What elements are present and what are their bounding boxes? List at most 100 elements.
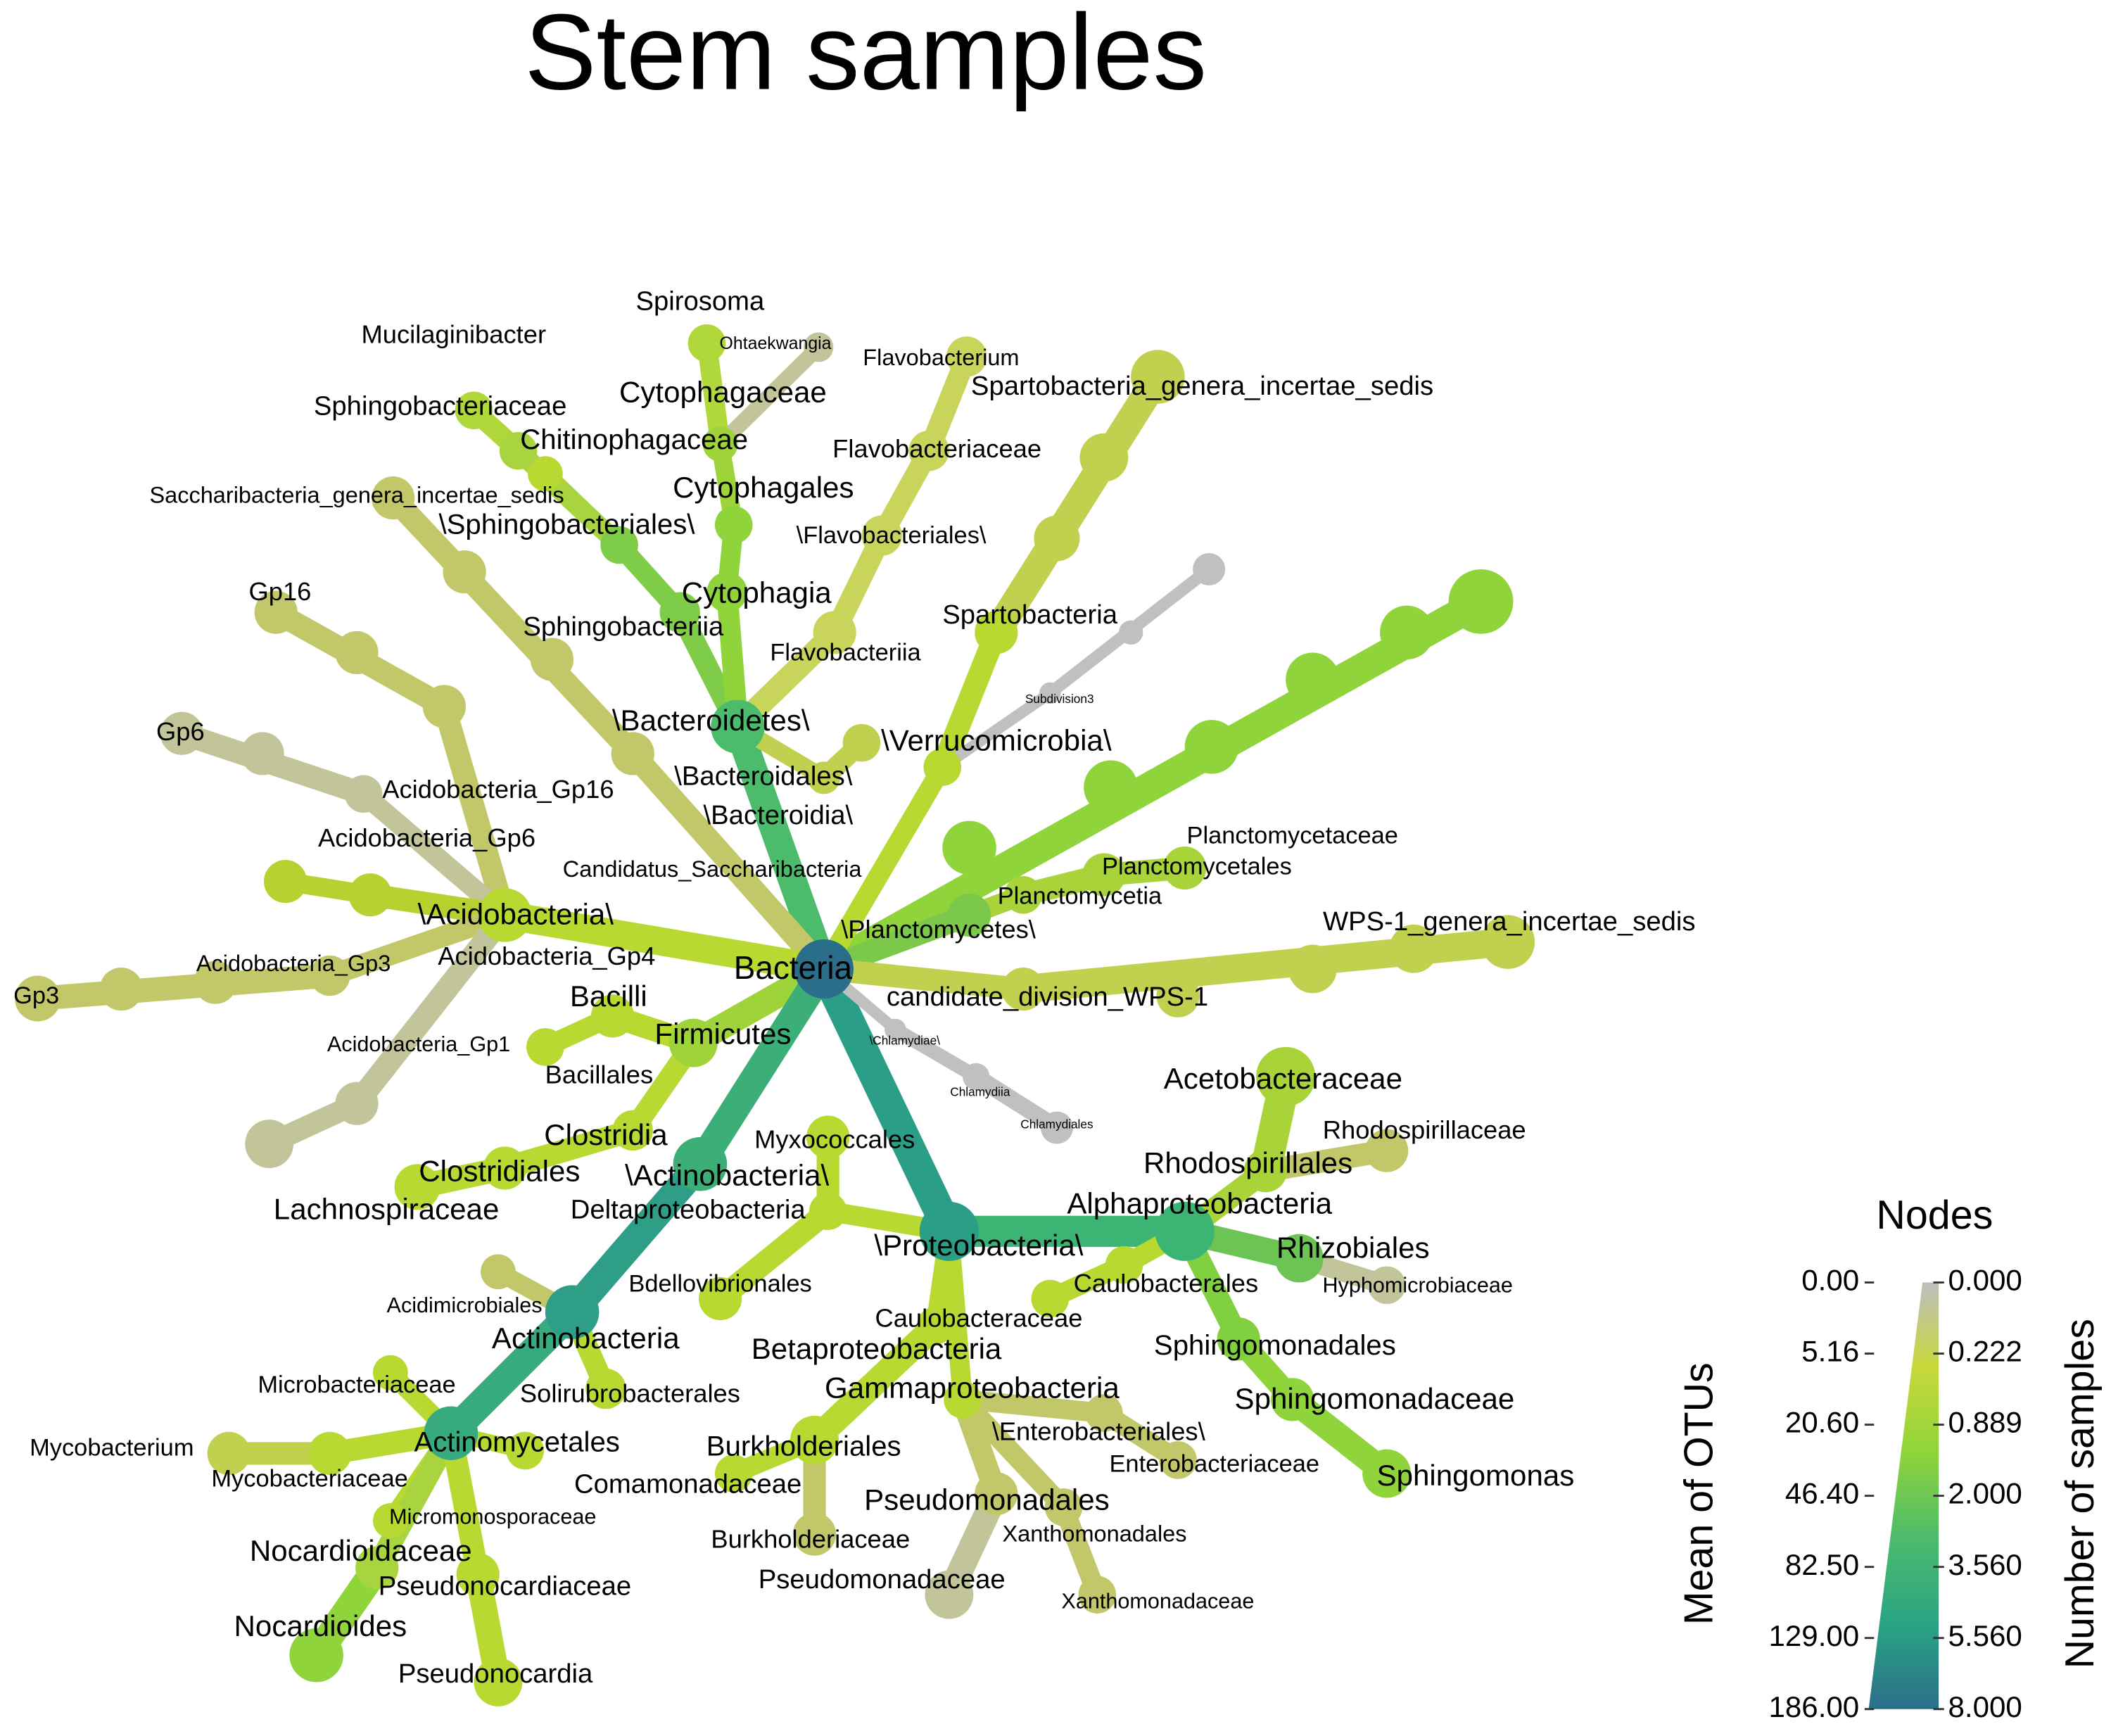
node bbox=[526, 1028, 564, 1066]
node-label: Comamonadaceae bbox=[574, 1469, 801, 1499]
node bbox=[698, 1276, 742, 1321]
node bbox=[335, 1082, 379, 1125]
edge bbox=[25, 963, 342, 1011]
edge bbox=[490, 901, 839, 984]
node-label: Pseudonocardiaceae bbox=[379, 1571, 631, 1602]
node bbox=[1105, 1246, 1143, 1284]
node-label: \Sphingobacteriales\ bbox=[438, 508, 695, 540]
edge bbox=[937, 687, 1056, 773]
node-label: Pseudonocardia bbox=[398, 1659, 593, 1689]
node bbox=[1079, 433, 1129, 482]
node-label: Flavobacterium bbox=[863, 345, 1019, 370]
node bbox=[1448, 569, 1514, 634]
node-label: Micromonosporaceae bbox=[389, 1504, 596, 1528]
node-label: Mycobacterium bbox=[30, 1435, 194, 1462]
node bbox=[1155, 1201, 1215, 1261]
node-label: candidate_division_WPS-1 bbox=[887, 982, 1208, 1012]
node bbox=[194, 961, 237, 1004]
node-label: Chitinophagaceae bbox=[520, 424, 748, 455]
node-label: Spirosoma bbox=[635, 286, 765, 316]
node-label: Pseudomonadales bbox=[864, 1483, 1110, 1516]
node bbox=[478, 888, 532, 942]
edge bbox=[813, 757, 953, 979]
node bbox=[804, 332, 834, 362]
node-label: \Proteobacteria\ bbox=[874, 1229, 1083, 1262]
node bbox=[499, 431, 538, 470]
node-label: Alphaproteobacteria bbox=[1067, 1187, 1332, 1220]
node bbox=[455, 391, 493, 430]
node bbox=[310, 955, 350, 996]
node-label: Actinobacteria bbox=[492, 1322, 680, 1355]
node bbox=[545, 1285, 600, 1339]
node bbox=[1004, 875, 1042, 914]
node-label: Saccharibacteria_genera_incertae_sedis bbox=[149, 482, 564, 507]
node bbox=[99, 968, 143, 1011]
node-label: \Acidobacteria\ bbox=[418, 897, 614, 930]
node bbox=[506, 1431, 544, 1470]
node bbox=[372, 1503, 408, 1538]
edge bbox=[493, 1119, 645, 1180]
node-label: Gp16 bbox=[249, 577, 312, 606]
node-label: Lachnospiraceae bbox=[274, 1192, 500, 1225]
node bbox=[1044, 1488, 1083, 1526]
edge bbox=[709, 1200, 839, 1310]
edge bbox=[433, 695, 516, 927]
legend-tick-label: 46.40 bbox=[1785, 1477, 1859, 1510]
node bbox=[942, 821, 996, 875]
node bbox=[1288, 944, 1337, 994]
edge bbox=[931, 621, 1008, 779]
node-label: Spartobacteria bbox=[942, 600, 1118, 630]
edge bbox=[812, 957, 1035, 1001]
node bbox=[590, 994, 635, 1038]
legend-tick-label: 3.560 bbox=[1948, 1548, 2022, 1581]
node bbox=[790, 1415, 839, 1464]
edge bbox=[952, 1389, 1114, 1424]
node-label: Actinomycetales bbox=[414, 1426, 619, 1458]
node bbox=[355, 1546, 399, 1590]
edge bbox=[808, 953, 965, 1247]
node bbox=[702, 426, 738, 462]
node-label: Bacilli bbox=[570, 980, 647, 1013]
node bbox=[483, 1146, 527, 1190]
node bbox=[1131, 350, 1185, 404]
node bbox=[916, 1306, 955, 1345]
node-label: Mucilaginibacter bbox=[361, 320, 546, 349]
node-label: Flavobacteriia bbox=[770, 640, 921, 666]
node bbox=[1163, 846, 1207, 890]
node bbox=[813, 611, 856, 654]
node bbox=[1286, 652, 1340, 707]
node bbox=[585, 1368, 626, 1409]
node bbox=[1078, 1576, 1117, 1614]
legend-tick-label: 5.560 bbox=[1948, 1619, 2022, 1652]
legend-tick-label: 2.000 bbox=[1948, 1477, 2022, 1510]
node bbox=[794, 939, 854, 999]
legend-tick-label: 0.222 bbox=[1948, 1335, 2022, 1368]
node bbox=[1271, 1378, 1314, 1421]
node bbox=[528, 456, 563, 492]
node-label: \Bacteroidetes\ bbox=[612, 704, 810, 737]
node-label: Planctomycetales bbox=[1102, 854, 1292, 880]
node bbox=[1118, 620, 1143, 645]
node-label: Bacillales bbox=[545, 1060, 654, 1089]
node bbox=[946, 336, 987, 377]
node bbox=[861, 515, 902, 556]
node-label: Sphingomonadaceae bbox=[1235, 1382, 1515, 1415]
node bbox=[1193, 552, 1226, 585]
node bbox=[481, 1254, 516, 1290]
legend-tick-label: 20.60 bbox=[1785, 1406, 1859, 1439]
edge bbox=[952, 1389, 1074, 1517]
node bbox=[1243, 1149, 1288, 1193]
node-label: Gp6 bbox=[156, 717, 205, 746]
legend-axis-title: Mean of OTUs bbox=[1677, 1362, 1722, 1625]
node-label: Nocardioidaceae bbox=[250, 1534, 472, 1567]
node-label: Sphingomonas bbox=[1377, 1459, 1575, 1492]
node-label: \Flavobacteriales\ bbox=[797, 522, 987, 549]
node bbox=[1156, 974, 1200, 1018]
node-label: Gammaproteobacteria bbox=[825, 1371, 1120, 1405]
node-label: Solirubrobacterales bbox=[520, 1379, 740, 1408]
edge bbox=[712, 339, 827, 452]
node bbox=[1039, 682, 1061, 704]
node bbox=[160, 711, 203, 755]
node bbox=[424, 1406, 478, 1460]
node bbox=[612, 1110, 653, 1151]
